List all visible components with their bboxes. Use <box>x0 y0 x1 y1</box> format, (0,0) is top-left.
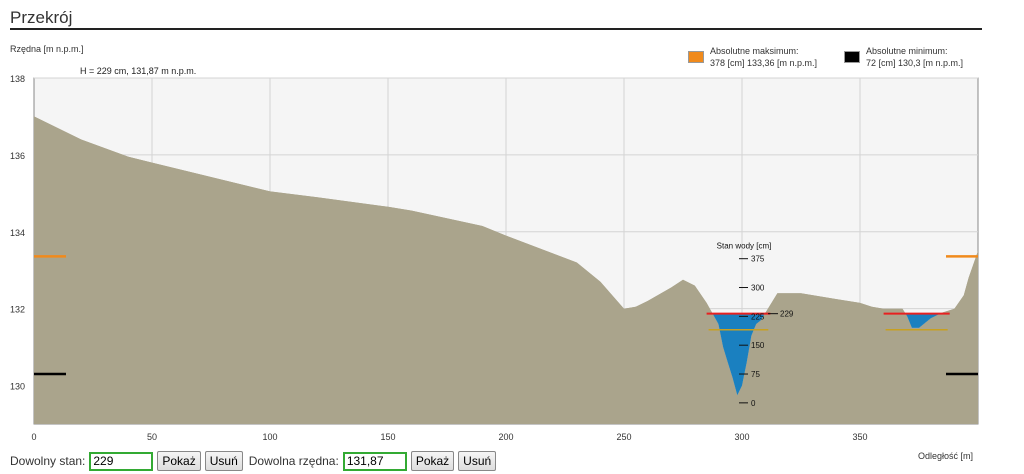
legend-value-min: 72 [cm] 130,3 [m n.p.m.] <box>866 58 964 68</box>
legend-item-min: Absolutne minimum: 72 [cm] 130,3 [m n.p.… <box>844 45 963 69</box>
elevation-label: Dowolna rzędna: <box>248 454 339 468</box>
elevation-remove-button[interactable]: Usuń <box>458 451 497 471</box>
water-level-info: H = 229 cm, 131,87 m n.p.m. <box>80 66 197 76</box>
y-tick-label: 134 <box>10 228 25 238</box>
gauge-tick-label: 225 <box>751 312 765 321</box>
legend-label-max: Absolutne maksimum: <box>710 46 799 56</box>
legend-value-max: 378 [cm] 133,36 [m n.p.m.] <box>710 58 818 68</box>
y-tick-label: 138 <box>10 74 25 84</box>
ground-overlay <box>34 116 978 425</box>
x-tick-label: 200 <box>498 432 513 442</box>
y-tick-label: 136 <box>10 151 25 161</box>
state-remove-button[interactable]: Usuń <box>204 451 243 471</box>
x-tick-label: 50 <box>147 432 157 442</box>
x-tick-label: 250 <box>616 432 631 442</box>
page-title: Przekrój <box>10 8 73 27</box>
state-show-button[interactable]: Pokaż <box>157 451 201 471</box>
y-axis-label: Rzędna [m n.p.m.] <box>10 44 84 54</box>
gauge-tick-label: 150 <box>751 341 765 350</box>
gauge-tick-label: 375 <box>751 255 765 264</box>
elevation-show-button[interactable]: Pokaż <box>410 451 455 471</box>
gauge-title: Stan wody [cm] <box>717 242 772 251</box>
x-tick-label: 100 <box>262 432 277 442</box>
y-tick-label: 132 <box>10 305 25 315</box>
x-axis-label: Odległość [m] <box>918 451 974 461</box>
x-tick-label: 0 <box>31 432 36 442</box>
legend-swatch-max <box>688 51 704 63</box>
gauge-tick-label: 75 <box>751 370 760 379</box>
gauge-tick-label: 0 <box>751 399 756 408</box>
legend-label-min: Absolutne minimum: <box>866 46 948 56</box>
legend-item-max: Absolutne maksimum: 378 [cm] 133,36 [m n… <box>688 45 817 69</box>
state-input[interactable] <box>89 451 154 471</box>
controls-bar: Dowolny stan: Pokaż Usuń Dowolna rzędna:… <box>10 451 497 471</box>
x-tick-label: 150 <box>380 432 395 442</box>
x-tick-label: 300 <box>734 432 749 442</box>
state-label: Dowolny stan: <box>10 454 86 468</box>
y-tick-label: 130 <box>10 382 25 392</box>
legend-swatch-min <box>844 51 860 63</box>
elevation-input[interactable] <box>342 451 407 471</box>
title-divider <box>10 28 982 30</box>
gauge-tick-label: 300 <box>751 284 765 293</box>
x-tick-label: 350 <box>852 432 867 442</box>
gauge-reading-label: 229 <box>780 310 794 319</box>
